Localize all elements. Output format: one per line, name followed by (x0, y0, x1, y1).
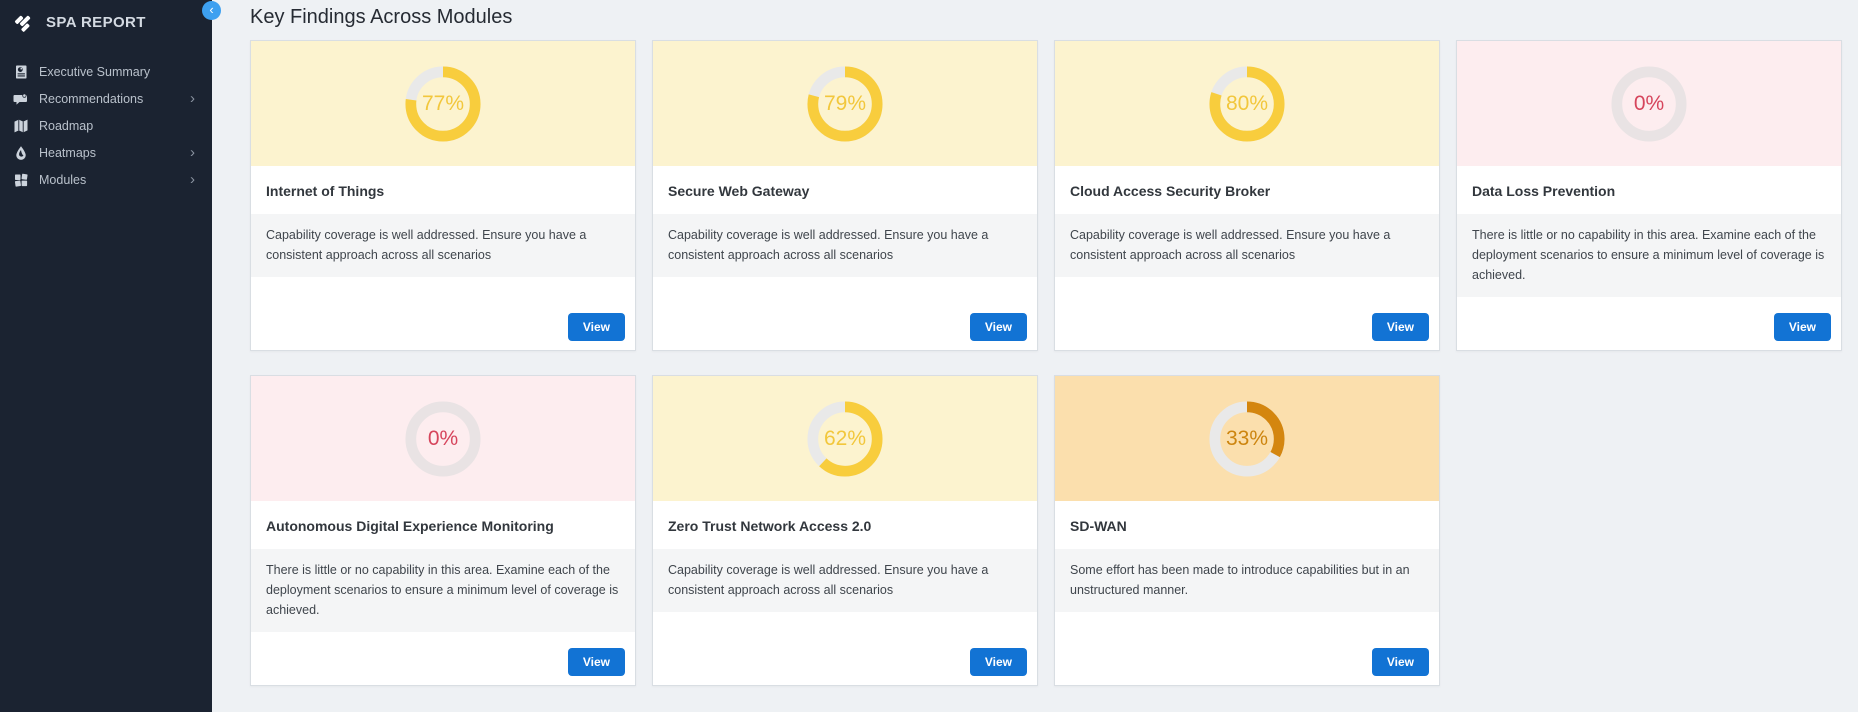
card-footer: View (251, 277, 635, 350)
module-card: 0% Autonomous Digital Experience Monitor… (250, 375, 636, 686)
donut-percent-label: 79% (823, 91, 867, 115)
donut-percent-label: 0% (1633, 91, 1665, 115)
card-footer: View (251, 632, 635, 685)
card-footer: View (653, 277, 1037, 350)
modules-icon (13, 172, 29, 188)
card-footer: View (653, 612, 1037, 685)
card-chart-header: 62% (653, 376, 1037, 501)
chevron-right-icon: › (190, 171, 195, 188)
sidebar-item-recommendations[interactable]: Recommendations › (0, 85, 212, 112)
donut-percent-label: 80% (1225, 91, 1269, 115)
card-description: There is little or no capability in this… (251, 549, 635, 632)
view-button[interactable]: View (969, 313, 1027, 341)
module-card: 0% Data Loss Prevention There is little … (1456, 40, 1842, 351)
module-card: 77% Internet of Things Capability covera… (250, 40, 636, 351)
card-description: Capability coverage is well addressed. E… (1055, 214, 1439, 277)
sidebar-item-roadmap[interactable]: Roadmap › (0, 112, 212, 139)
donut-chart: 80% (1208, 65, 1286, 143)
card-footer: View (1055, 277, 1439, 350)
card-title: Data Loss Prevention (1472, 183, 1616, 199)
module-card: 62% Zero Trust Network Access 2.0 Capabi… (652, 375, 1038, 686)
chevron-right-icon: › (190, 144, 195, 161)
card-title: Secure Web Gateway (668, 183, 810, 199)
card-chart-header: 80% (1055, 41, 1439, 166)
donut-chart: 0% (1610, 65, 1688, 143)
donut-chart: 0% (404, 400, 482, 478)
brand: SPA REPORT (0, 0, 212, 42)
donut-chart: 62% (806, 400, 884, 478)
card-description: Capability coverage is well addressed. E… (653, 214, 1037, 277)
flame-icon (13, 145, 29, 161)
card-description: Some effort has been made to introduce c… (1055, 549, 1439, 612)
chevron-left-icon: ‹ (209, 2, 214, 17)
card-footer: View (1457, 297, 1841, 350)
brand-logo-icon (12, 10, 36, 34)
view-button[interactable]: View (1371, 648, 1429, 676)
card-title: Autonomous Digital Experience Monitoring (266, 518, 554, 534)
donut-chart: 33% (1208, 400, 1286, 478)
view-button[interactable]: View (969, 648, 1027, 676)
map-icon (13, 118, 29, 134)
main-content: Key Findings Across Modules 77% Internet… (212, 0, 1858, 712)
card-description: There is little or no capability in this… (1457, 214, 1841, 297)
sidebar: SPA REPORT Executive Summary › Recommend… (0, 0, 212, 712)
module-card: 79% Secure Web Gateway Capability covera… (652, 40, 1038, 351)
card-chart-header: 77% (251, 41, 635, 166)
view-button[interactable]: View (1773, 313, 1831, 341)
view-button[interactable]: View (567, 648, 625, 676)
card-chart-header: 33% (1055, 376, 1439, 501)
card-footer: View (1055, 612, 1439, 685)
donut-percent-label: 0% (427, 426, 459, 450)
module-card: 80% Cloud Access Security Broker Capabil… (1054, 40, 1440, 351)
chevron-right-icon: › (190, 90, 195, 107)
donut-percent-label: 77% (421, 91, 465, 115)
donut-chart: 79% (806, 65, 884, 143)
cards-grid: 77% Internet of Things Capability covera… (250, 40, 1842, 686)
donut-percent-label: 62% (823, 426, 867, 450)
card-chart-header: 0% (1457, 41, 1841, 166)
page-title: Key Findings Across Modules (250, 6, 513, 28)
card-title: Internet of Things (266, 183, 385, 199)
view-button[interactable]: View (1371, 313, 1429, 341)
card-title: SD-WAN (1070, 518, 1127, 534)
megaphone-icon (13, 91, 29, 107)
card-title: Cloud Access Security Broker (1070, 183, 1271, 199)
card-title: Zero Trust Network Access 2.0 (668, 518, 872, 534)
report-icon (13, 64, 29, 80)
card-chart-header: 79% (653, 41, 1037, 166)
sidebar-item-executive-summary[interactable]: Executive Summary › (0, 58, 212, 85)
donut-chart: 77% (404, 65, 482, 143)
donut-percent-label: 33% (1225, 426, 1269, 450)
card-description: Capability coverage is well addressed. E… (653, 549, 1037, 612)
module-card: 33% SD-WAN Some effort has been made to … (1054, 375, 1440, 686)
sidebar-item-heatmaps[interactable]: Heatmaps › (0, 139, 212, 166)
sidebar-item-modules[interactable]: Modules › (0, 166, 212, 193)
card-description: Capability coverage is well addressed. E… (251, 214, 635, 277)
card-chart-header: 0% (251, 376, 635, 501)
sidebar-nav: Executive Summary › Recommendations › Ro… (0, 58, 212, 193)
view-button[interactable]: View (567, 313, 625, 341)
sidebar-collapse-button[interactable]: ‹ (202, 1, 221, 20)
brand-title: SPA REPORT (46, 13, 146, 31)
